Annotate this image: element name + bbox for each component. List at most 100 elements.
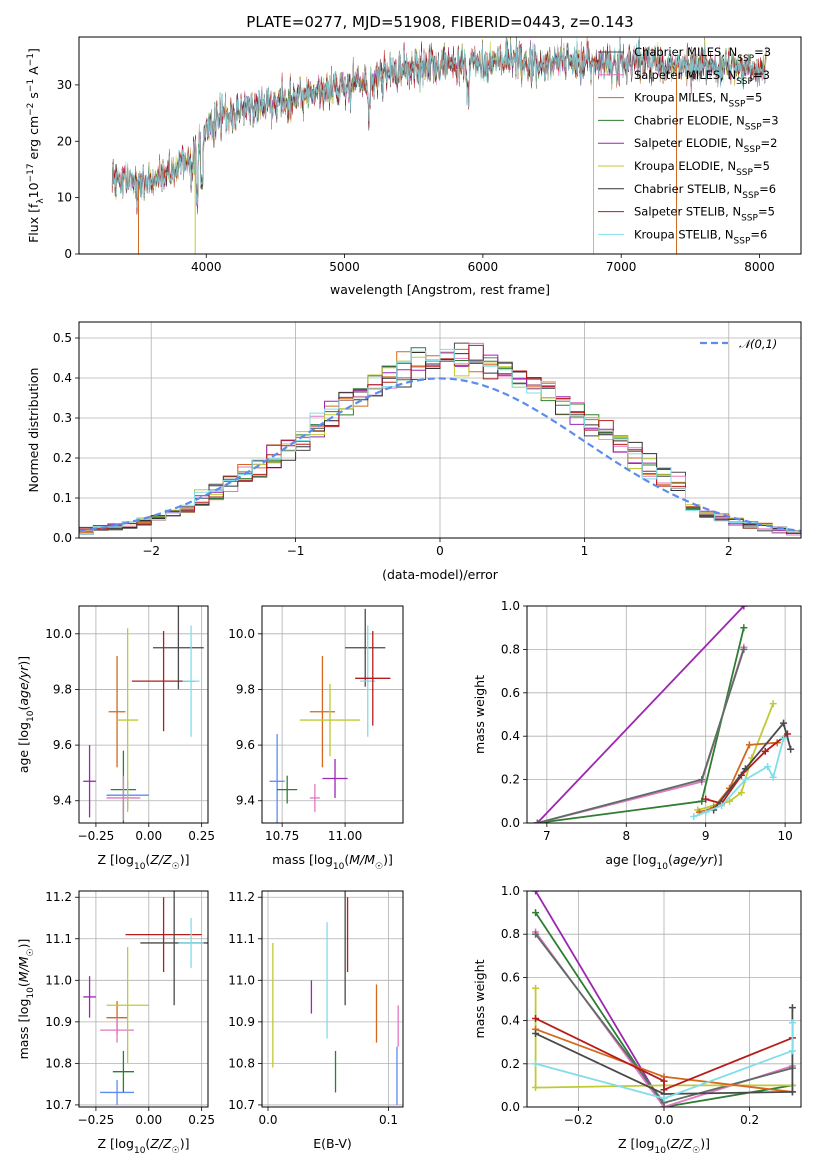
histogram-step bbox=[79, 348, 801, 535]
weight-point-marker bbox=[788, 1047, 796, 1055]
y-tick-label: 0.2 bbox=[501, 1057, 520, 1071]
legend-entry-part: =5 bbox=[758, 205, 775, 219]
y-axis-label: mass [log10(M/M☉)] bbox=[16, 939, 36, 1060]
x-tick-label: 0.1 bbox=[379, 1113, 398, 1127]
x-tick-label: 0.00 bbox=[135, 1113, 162, 1127]
x-tick-label: 4000 bbox=[191, 260, 222, 274]
x-tick-label: 9 bbox=[702, 829, 710, 843]
mass-vs-EBV-panel: 0.0 0.1 10.7 10.8 10.9 11.0 11.1 11.2 E(B-V) bbox=[228, 890, 404, 1151]
x-axis-label-part: Z/Z bbox=[149, 852, 172, 867]
y-tick-label: 0.2 bbox=[53, 451, 72, 465]
x-tick-label: 5000 bbox=[329, 260, 360, 274]
axes-frame bbox=[261, 890, 404, 1108]
y-tick-label: 11.2 bbox=[228, 890, 255, 904]
errorbar-point bbox=[117, 628, 139, 812]
errorbar-point bbox=[309, 656, 336, 768]
x-tick-label: 8 bbox=[622, 829, 630, 843]
weight-point-marker bbox=[718, 802, 726, 810]
legend-entry-part: SSP bbox=[737, 54, 754, 64]
y-tick-label: 0.4 bbox=[53, 371, 72, 385]
y-tick-label: 0.2 bbox=[501, 773, 520, 787]
x-tick-label: 0.25 bbox=[188, 1113, 215, 1127]
y-axis-label-part: −2 bbox=[26, 103, 36, 116]
weight-series-line bbox=[535, 1022, 794, 1100]
legend-entry-part: Kroupa MILES, N bbox=[634, 91, 729, 105]
weight-point-marker bbox=[532, 984, 540, 992]
chart-title: PLATE=0277, MJD=51908, FIBERID=0443, z=0… bbox=[246, 13, 633, 31]
x-axis-label-part: 10 bbox=[134, 1146, 146, 1156]
errorbar-point bbox=[322, 759, 348, 798]
legend-entry: Salpeter STELIB, NSSP=5 bbox=[634, 205, 775, 224]
y-axis-label-part: age/yr bbox=[16, 665, 31, 706]
errorbar-point bbox=[345, 608, 386, 687]
weight-point-marker bbox=[780, 719, 788, 727]
x-axis-label: wavelength [Angstrom, rest frame] bbox=[330, 282, 550, 297]
x-tick-label: −0.25 bbox=[78, 829, 115, 843]
legend-entry-part: =5 bbox=[745, 91, 762, 105]
legend-entry: Salpeter ELODIE, NSSP=2 bbox=[634, 136, 777, 155]
y-tick-label: 10.9 bbox=[228, 1015, 255, 1029]
legend-entry-part: SSP bbox=[744, 145, 761, 155]
legend-entry-part: Chabrier STELIB, N bbox=[634, 182, 742, 196]
legend-entry-part: Salpeter STELIB, N bbox=[634, 205, 741, 219]
weight-point-marker bbox=[532, 1060, 540, 1068]
y-tick-label: 0.0 bbox=[53, 531, 72, 545]
x-tick-label: −0.25 bbox=[78, 1113, 115, 1127]
weight-vs-Z-plot-area bbox=[532, 891, 796, 1107]
legend-entry-part: Kroupa STELIB, N bbox=[634, 227, 734, 241]
x-axis-label-part: age [log bbox=[605, 852, 656, 867]
axes-frame bbox=[78, 605, 209, 824]
legend-entry: Chabrier MILES, NSSP=3 bbox=[634, 45, 771, 64]
y-axis-label-part: 10 bbox=[26, 710, 36, 722]
y-tick-label: 11.0 bbox=[228, 973, 255, 987]
x-axis-label-part: 10 bbox=[654, 1146, 666, 1156]
legend-entry-part: SSP bbox=[742, 191, 759, 201]
x-axis-label-part: ☉ bbox=[375, 862, 383, 872]
weight-point-marker bbox=[788, 1004, 796, 1012]
errorbar-point bbox=[106, 947, 149, 1064]
weight-point-marker bbox=[532, 1030, 540, 1038]
y-tick-label: 10.7 bbox=[45, 1098, 72, 1112]
y-axis-label-part: mass [log bbox=[16, 999, 31, 1060]
weight-point-marker bbox=[769, 700, 777, 708]
legend-entry-part: Salpeter MILES, N bbox=[634, 68, 736, 82]
weight-point-marker bbox=[532, 1084, 540, 1092]
y-tick-label: 9.6 bbox=[53, 738, 72, 752]
weight-point-marker bbox=[660, 1077, 668, 1085]
y-tick-label: 11.2 bbox=[45, 890, 72, 904]
legend-entry-part: =2 bbox=[761, 136, 778, 150]
weight-point-marker bbox=[764, 763, 772, 771]
y-axis-label-part: age [log bbox=[16, 722, 31, 773]
legend-entry-part: Chabrier MILES, N bbox=[634, 45, 737, 59]
weight-point-marker bbox=[532, 891, 540, 895]
x-axis-label: (data-model)/error bbox=[382, 567, 499, 582]
y-tick-label: 0.6 bbox=[501, 970, 520, 984]
y-tick-label: 10.0 bbox=[228, 627, 255, 641]
x-axis-label-part: ( bbox=[668, 852, 673, 867]
errorbar-point bbox=[83, 976, 96, 1018]
weight-point-marker bbox=[690, 812, 698, 820]
x-axis-label-part: Z [log bbox=[98, 852, 134, 867]
errorbar-point bbox=[106, 775, 141, 821]
mass-vs-Z-panel: −0.25 0.00 0.25 10.7 10.8 10.9 11.0 11.1 11.2 Z [… bbox=[16, 890, 215, 1156]
y-tick-label: 0.3 bbox=[53, 411, 72, 425]
residuals-plot-area bbox=[79, 342, 801, 537]
y-tick-label: 11.1 bbox=[45, 932, 72, 946]
weight-point-marker bbox=[532, 930, 540, 938]
x-axis-label-part: ( bbox=[145, 852, 150, 867]
weight-series-line bbox=[536, 606, 745, 823]
x-axis-label-part: ( bbox=[666, 1136, 671, 1151]
weight-point-marker bbox=[780, 734, 788, 742]
axes-frame bbox=[261, 605, 404, 824]
y-tick-label: 10.8 bbox=[45, 1056, 72, 1070]
weight-point-marker bbox=[788, 1019, 796, 1027]
x-axis-label-part: ( bbox=[344, 852, 349, 867]
y-tick-label: 11.0 bbox=[45, 973, 72, 987]
y-tick-label: 10.9 bbox=[45, 1015, 72, 1029]
weight-vs-Z-panel: −0.2 0.0 0.2 0.0 0.2 0.4 0.6 0.8 1.0 Z [log10(Z/Z… bbox=[472, 884, 802, 1156]
y-axis-label-part: ] bbox=[26, 48, 41, 53]
y-axis-label-part: ( bbox=[16, 982, 31, 987]
y-axis-label: mass weight bbox=[472, 675, 487, 754]
y-axis-label-part: −17 bbox=[26, 163, 36, 182]
x-tick-label: 2 bbox=[725, 544, 733, 558]
